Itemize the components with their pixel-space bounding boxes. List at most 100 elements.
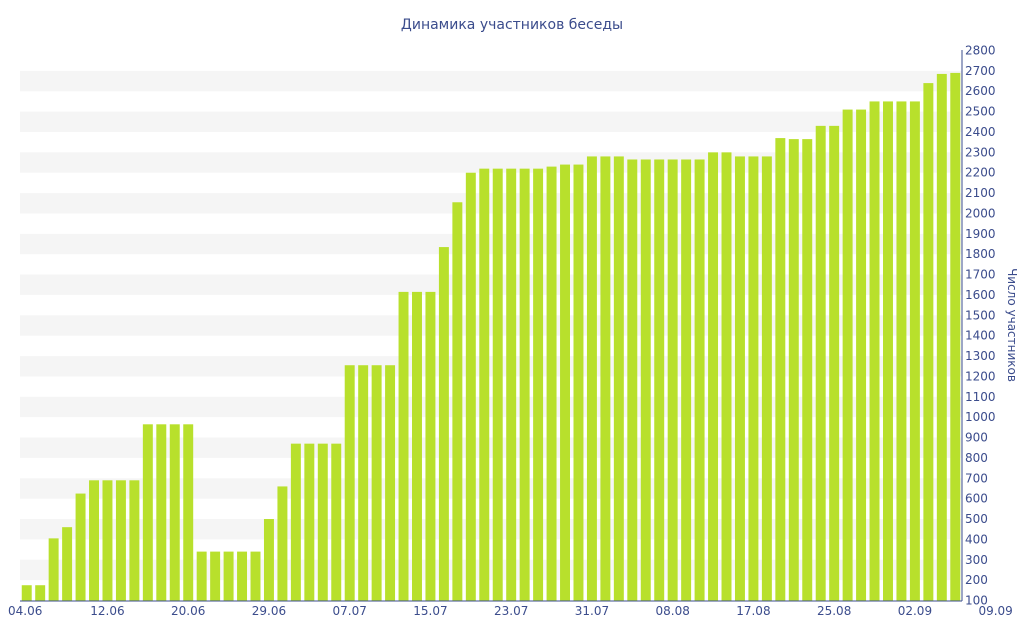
y-tick-label: 2000	[965, 206, 996, 220]
y-tick-label: 1600	[965, 288, 996, 302]
y-tick-label: 1500	[965, 308, 996, 322]
bar	[317, 443, 328, 601]
x-tick-label: 15.07	[413, 604, 447, 618]
bar	[129, 480, 140, 601]
bar	[560, 164, 570, 601]
y-tick-label: 1200	[965, 369, 996, 383]
chart-title: Динамика участников беседы	[401, 17, 623, 33]
bar	[909, 101, 920, 601]
bar	[573, 164, 584, 601]
bar	[115, 480, 126, 601]
y-axis-label: Число участников	[1005, 268, 1019, 382]
bar	[35, 585, 46, 601]
bar	[385, 365, 396, 601]
bar	[358, 365, 369, 601]
bar	[75, 493, 86, 601]
y-tick-label: 2700	[965, 64, 996, 78]
y-tick-label: 200	[965, 573, 988, 587]
y-tick-label: 1400	[965, 329, 996, 343]
bar	[263, 519, 274, 601]
bar	[277, 486, 288, 601]
x-tick-label: 12.06	[90, 604, 124, 618]
grid-band	[20, 70, 962, 92]
bar	[438, 247, 449, 601]
bar	[344, 365, 355, 601]
bar	[62, 527, 73, 601]
x-tick-label: 23.07	[494, 604, 528, 618]
bar	[492, 168, 503, 601]
bar	[102, 480, 113, 601]
bar	[479, 168, 490, 601]
x-tick-labels: 04.06 12.06 20.06 29.06 07.07 15.07 23.07 31.07…	[8, 604, 1013, 618]
bar	[950, 72, 961, 601]
bars	[21, 72, 961, 601]
bar	[223, 551, 234, 601]
y-tick-label: 1300	[965, 349, 996, 363]
bar	[89, 480, 99, 601]
bar	[883, 101, 893, 601]
bar	[936, 73, 947, 601]
x-tick-label: 04.06	[8, 604, 42, 618]
x-tick-label: 02.09	[898, 604, 932, 618]
bar	[654, 159, 665, 601]
bar	[640, 159, 651, 601]
y-tick-label: 1800	[965, 247, 996, 261]
bar	[748, 156, 759, 601]
x-tick-label: 09.09	[978, 604, 1012, 618]
bar	[667, 159, 678, 601]
bar	[734, 156, 745, 601]
x-tick-label: 31.07	[575, 604, 609, 618]
bar	[613, 156, 624, 601]
bar	[546, 166, 557, 601]
bar	[600, 156, 611, 601]
y-tick-label: 2300	[965, 145, 996, 159]
bar	[506, 168, 517, 601]
bar	[196, 551, 207, 601]
bar	[452, 202, 463, 601]
y-tick-label: 2100	[965, 186, 996, 200]
grid-band	[20, 111, 962, 132]
bar	[398, 291, 409, 601]
y-tick-label: 600	[965, 492, 988, 506]
bar	[815, 125, 826, 601]
bar	[829, 125, 840, 601]
bar	[788, 139, 799, 601]
bar	[156, 424, 167, 601]
bar	[533, 168, 544, 601]
x-tick-label: 25.08	[817, 604, 851, 618]
bar	[721, 152, 732, 601]
y-tick-label: 1000	[965, 410, 996, 424]
x-tick-label: 07.07	[333, 604, 367, 618]
bar	[425, 291, 436, 601]
x-tick-label: 29.06	[252, 604, 286, 618]
y-tick-labels: 100 200 300 400 500 600 700 800 900 1000 1100 1200 1…	[965, 44, 996, 608]
bar	[169, 424, 180, 601]
bar	[586, 156, 597, 601]
bar	[48, 538, 59, 601]
bar	[869, 101, 880, 601]
bar	[842, 109, 853, 601]
bar	[371, 365, 382, 601]
bar	[681, 159, 692, 601]
x-tick-label: 20.06	[171, 604, 205, 618]
bar	[142, 424, 153, 601]
y-tick-label: 2500	[965, 105, 996, 119]
y-tick-label: 700	[965, 471, 988, 485]
bar	[896, 101, 907, 601]
y-tick-label: 2800	[965, 44, 996, 58]
y-tick-label: 400	[965, 532, 988, 546]
y-tick-label: 1900	[965, 227, 996, 241]
bar	[923, 83, 934, 601]
x-tick-label: 17.08	[736, 604, 770, 618]
y-tick-label: 2200	[965, 166, 996, 180]
bar	[304, 443, 315, 601]
bar	[331, 443, 342, 601]
bar	[519, 168, 530, 601]
bar	[237, 551, 248, 601]
bar	[210, 551, 221, 601]
y-tick-label: 300	[965, 553, 988, 567]
bar	[856, 109, 867, 601]
x-tick-label: 08.08	[655, 604, 689, 618]
bar	[412, 291, 422, 601]
